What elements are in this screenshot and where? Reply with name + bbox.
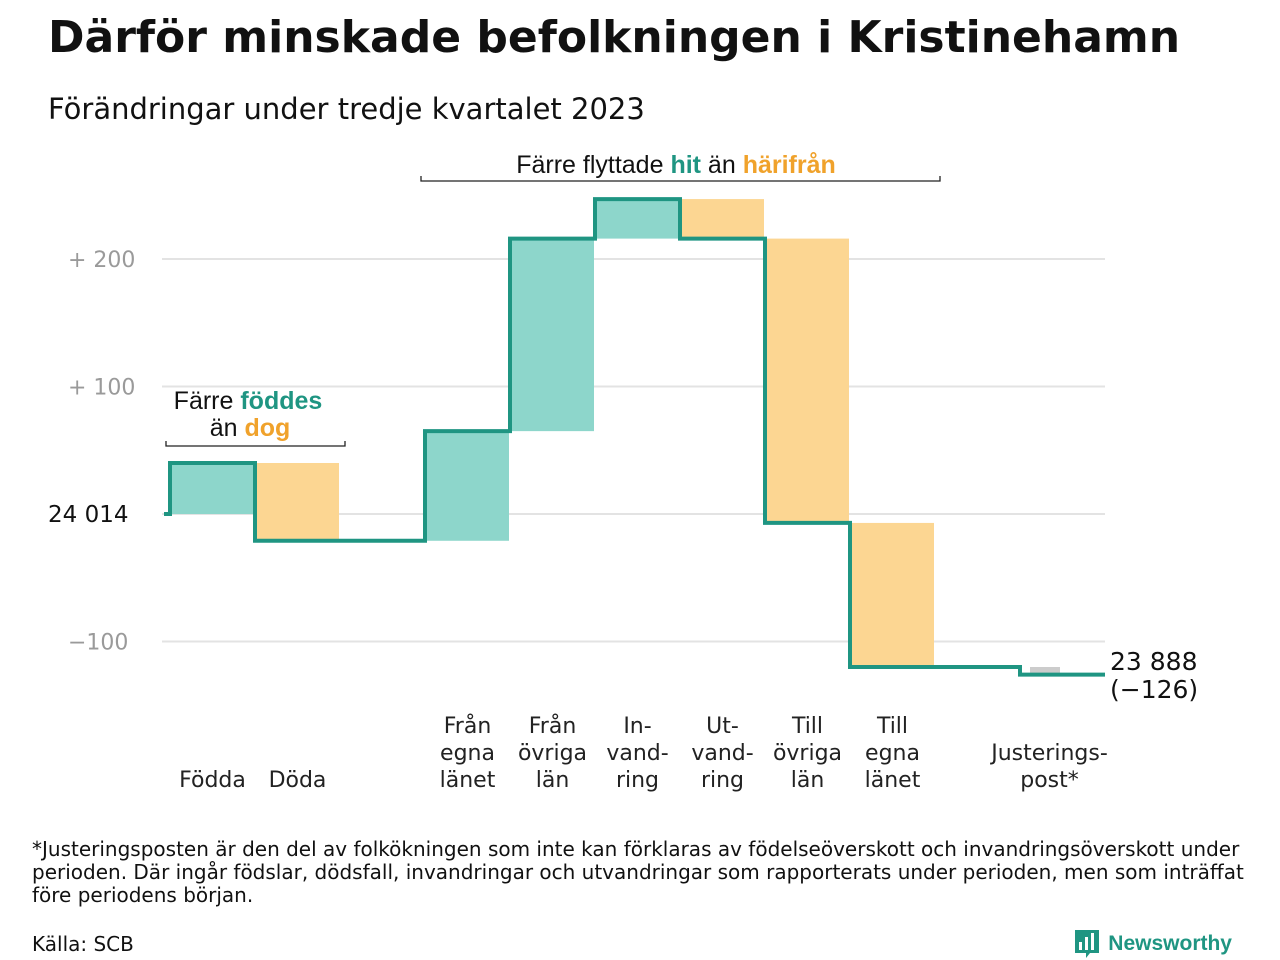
y-tick-label: + 200: [68, 248, 135, 273]
bars: [170, 199, 1060, 675]
category-labels: Födda DödaFrånegnalänetFrånövrigalänIn-va…: [179, 713, 1108, 793]
bar-tillövrigalän: [765, 238, 849, 523]
category-label: län: [791, 768, 825, 793]
births-annotation-bracket: [165, 441, 346, 447]
bar-tillegnalänet: [850, 522, 934, 667]
step-line: [164, 197, 1105, 677]
end-change-label: (−126): [1110, 675, 1198, 704]
category-label: Ut-: [706, 714, 739, 739]
bar-chart-speech-bubble-icon: [1075, 930, 1100, 958]
brand-name: Newsworthy: [1108, 932, 1232, 955]
category-label: övriga: [518, 741, 587, 766]
page-title: Därför minskade befolkningen i Kristineh…: [48, 12, 1181, 63]
category-label: Från: [529, 713, 577, 739]
y-tick-label: + 100: [68, 376, 135, 401]
end-value-label: 23 888: [1110, 647, 1197, 676]
category-label: In-: [623, 714, 651, 739]
bar-justeringspost: [1030, 667, 1060, 675]
category-label: Till: [876, 714, 908, 739]
category-label: ring: [701, 768, 744, 793]
moves-annotation-text: Färre flyttade hit än härifrån: [516, 151, 836, 179]
category-label: post*: [1020, 768, 1079, 793]
bar-utvandring: [680, 199, 764, 239]
category-label: övriga: [773, 741, 842, 766]
moves-annotation-bracket: [420, 176, 941, 182]
y-axis-ticks: + 200 + 100 −100 24 014: [48, 248, 135, 656]
footnote: *Justeringsposten är den del av folkökni…: [32, 837, 1244, 907]
bar-invandring: [595, 199, 679, 239]
births-annotation-line2: än dog: [210, 414, 291, 442]
category-label: vand-: [606, 741, 668, 766]
category-label: Från: [444, 713, 492, 739]
page-subtitle: Förändringar under tredje kvartalet 2023: [48, 92, 645, 126]
y-tick-label: −100: [68, 631, 128, 656]
category-label: vand-: [691, 741, 753, 766]
category-label: länet: [440, 768, 496, 793]
category-label: Födda: [179, 768, 246, 793]
births-annotation: Färre föddes än dog: [165, 387, 346, 447]
category-label: egna: [440, 741, 495, 766]
category-label: Döda: [269, 768, 327, 793]
category-label: län: [536, 768, 570, 793]
category-label: egna: [865, 741, 920, 766]
bar-döda: [255, 463, 339, 541]
source-label: Källa: SCB: [32, 932, 134, 956]
category-label: ring: [616, 768, 659, 793]
start-value-label: 24 014: [48, 502, 128, 528]
category-label: länet: [865, 768, 921, 793]
bar-frånegnalänet: [425, 431, 509, 541]
moves-annotation: Färre flyttade hit än härifrån: [420, 151, 941, 182]
category-label: Justerings-: [989, 741, 1108, 766]
births-annotation-line1: Färre föddes: [174, 387, 323, 415]
brand-logo: Newsworthy: [1074, 928, 1232, 960]
category-label: Till: [791, 714, 823, 739]
grid-lines: [162, 258, 1105, 643]
cumulative-step-line: [164, 197, 1105, 677]
bar-frånövrigalän: [510, 238, 594, 432]
bar-födda: [170, 463, 254, 514]
